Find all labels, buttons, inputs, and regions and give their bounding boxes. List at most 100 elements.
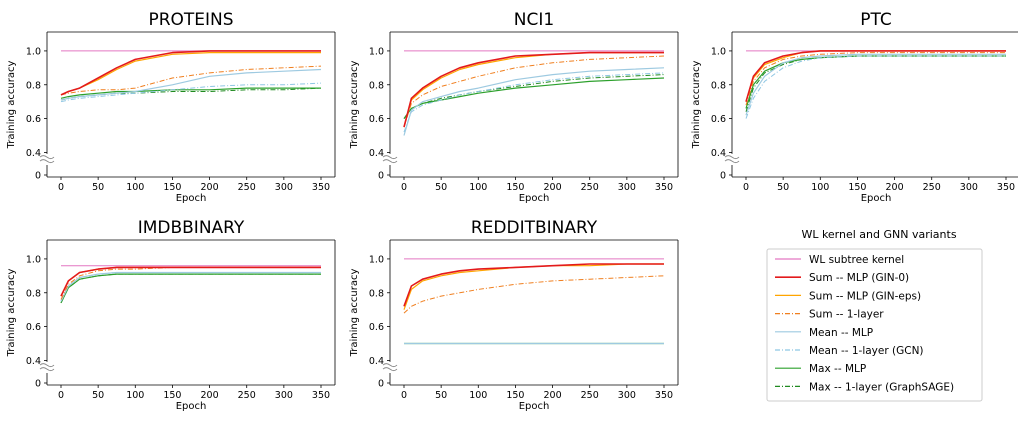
series-line-sum-1-layer (60, 65, 322, 96)
y-tick-label: 1.0 (26, 46, 41, 57)
y-tick-label: 0.4 (369, 148, 384, 159)
axis-break-mark (39, 155, 55, 160)
panel-proteins: PROTEINS 0 0.4 0.6 0.8 1.0 0 50 100 150 200 250 300 3… (6, 10, 336, 204)
x-tick-label: 150 (506, 182, 524, 193)
y-tick-label: 0.8 (26, 80, 41, 91)
x-tick-label: 150 (163, 182, 181, 193)
x-tick-label: 300 (618, 182, 636, 193)
series-line-mean-1-layer-gcn (403, 72, 665, 133)
x-tick-label: 300 (618, 390, 636, 401)
x-tick-label: 50 (435, 390, 447, 401)
x-axis-label: Epoch (176, 401, 207, 412)
x-tick-label: 100 (469, 390, 487, 401)
legend-label-sum_mlp: Sum -- MLP (GIN-0) (809, 272, 909, 284)
series-line-sum-mlp-gin-eps (745, 50, 1006, 102)
y-tick-label: 1.0 (711, 46, 726, 57)
y-tick-label: 0.4 (26, 148, 41, 159)
x-tick-label: 250 (238, 390, 256, 401)
series-line-sum-mlp-gin-eps (403, 263, 664, 310)
panel-nci1: NCI1 0 0.4 0.6 0.8 1.0 0 50 100 150 200 250 300 350 Ep… (349, 10, 679, 204)
series-line-sum-mlp-gin-0 (745, 50, 1006, 102)
series-line-max-mlp (60, 273, 321, 304)
panel-title: IMDBBINARY (138, 218, 245, 238)
panel-redditbinary: REDDITBINARY 0 0.4 0.6 0.8 1.0 0 50 100 150 200 250… (349, 218, 679, 412)
series-line-sum-mlp-gin-0 (60, 266, 321, 297)
y-tick-label: 0.8 (369, 80, 384, 91)
series-line-mean-mlp (403, 67, 665, 136)
x-tick-label: 300 (275, 182, 293, 193)
y-axis-label: Training accuracy (349, 61, 360, 150)
legend-label-sum_eps: Sum -- MLP (GIN-eps) (809, 290, 921, 302)
x-tick-label: 300 (960, 182, 978, 193)
y-tick-label: 0.4 (26, 356, 41, 367)
x-tick-label: 100 (469, 182, 487, 193)
series-line-max-1-layer-graphsage (745, 55, 1006, 112)
y-tick-label: 0.6 (369, 322, 384, 333)
y-tick-label: 1.0 (369, 254, 384, 265)
axis-break-mark (724, 159, 740, 164)
x-tick-label: 50 (777, 182, 789, 193)
series-line-mean-mlp (60, 271, 321, 302)
x-axis-label: Epoch (519, 193, 550, 204)
x-tick-label: 250 (581, 182, 599, 193)
x-tick-label: 50 (92, 390, 104, 401)
legend-box (766, 248, 983, 402)
series-line-sum-1-layer (745, 52, 1006, 106)
panel-ptc: PTC 0 0.4 0.6 0.8 1.0 0 50 100 150 200 250 300 350 Epo… (691, 10, 1018, 204)
series-line-max-1-layer-graphsage (60, 273, 321, 304)
y-tick-label: 0.4 (369, 356, 384, 367)
y-tick-label: 0 (35, 171, 41, 182)
y-axis-label: Training accuracy (691, 61, 702, 150)
x-tick-label: 0 (401, 390, 407, 401)
axis-break-mark (382, 159, 398, 164)
x-tick-label: 150 (163, 390, 181, 401)
y-tick-label: 1.0 (369, 46, 384, 57)
legend-label-mean_mlp: Mean -- MLP (809, 327, 873, 339)
x-tick-label: 250 (238, 182, 256, 193)
series-line-mean-1-layer-gcn (60, 272, 321, 302)
legend-label-wl: WL subtree kernel (809, 254, 904, 266)
y-tick-label: 0 (35, 379, 41, 390)
x-tick-label: 150 (506, 390, 524, 401)
x-tick-label: 350 (312, 182, 330, 193)
x-tick-label: 100 (126, 182, 144, 193)
legend-title: WL kernel and GNN variants (801, 228, 956, 241)
x-tick-label: 350 (655, 182, 673, 193)
y-axis-label: Training accuracy (6, 269, 17, 358)
series-line-sum-1-layer (403, 275, 665, 314)
y-tick-label: 0.8 (369, 288, 384, 299)
x-axis-label: Epoch (861, 193, 892, 204)
y-tick-label: 0 (378, 379, 384, 390)
y-tick-label: 0.6 (26, 322, 41, 333)
y-axis-label: Training accuracy (349, 269, 360, 358)
series-line-sum-mlp-gin-0 (60, 50, 321, 96)
x-tick-label: 200 (544, 182, 562, 193)
x-tick-label: 250 (581, 390, 599, 401)
panel-title: REDDITBINARY (471, 218, 598, 238)
legend-label-max_mlp: Max -- MLP (809, 363, 866, 375)
x-axis-label: Epoch (176, 193, 207, 204)
x-tick-label: 350 (312, 390, 330, 401)
axis-break-mark (382, 155, 398, 160)
x-tick-label: 200 (886, 182, 904, 193)
legend-label-mean_1l: Mean -- 1-layer (GCN) (809, 345, 924, 357)
x-tick-label: 100 (811, 182, 829, 193)
y-tick-label: 0.6 (711, 114, 726, 125)
panel-title: PTC (860, 10, 892, 30)
x-tick-label: 100 (126, 390, 144, 401)
x-axis-label: Epoch (519, 401, 550, 412)
y-tick-label: 0.6 (369, 114, 384, 125)
series-line-sum-mlp-gin-0 (403, 51, 664, 128)
legend: WL kernel and GNN variants WL subtree ker… (766, 228, 983, 402)
series-line-sum-1-layer (403, 55, 665, 128)
x-tick-label: 0 (743, 182, 749, 193)
axis-break-mark (39, 367, 55, 372)
series-line-sum-mlp-gin-eps (60, 266, 321, 297)
x-tick-label: 350 (655, 390, 673, 401)
x-tick-label: 50 (92, 182, 104, 193)
axis-break-mark (39, 159, 55, 164)
axis-break-mark (724, 155, 740, 160)
x-tick-label: 0 (401, 182, 407, 193)
x-tick-label: 200 (544, 390, 562, 401)
